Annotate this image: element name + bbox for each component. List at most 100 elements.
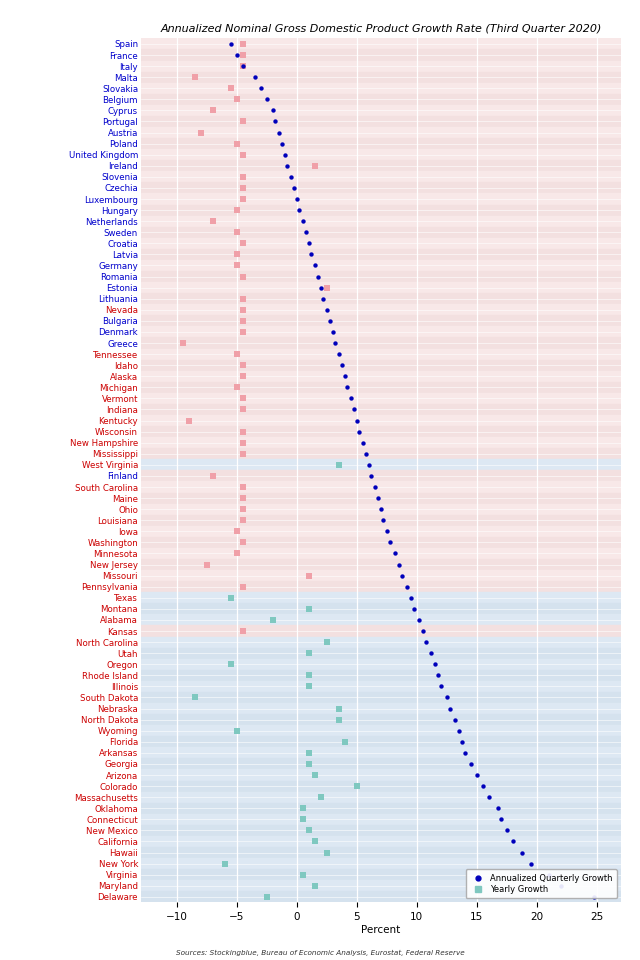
Point <box>589 889 600 904</box>
Point <box>237 324 248 340</box>
Bar <box>141 216 621 227</box>
Point <box>426 645 436 660</box>
Point <box>298 213 308 228</box>
Point <box>330 335 340 350</box>
Point <box>237 369 248 384</box>
Point <box>445 701 456 716</box>
Bar <box>141 504 621 515</box>
Bar <box>141 880 621 891</box>
Point <box>294 203 305 218</box>
Point <box>184 413 194 428</box>
Point <box>232 203 242 218</box>
Point <box>556 878 566 894</box>
Point <box>310 834 320 850</box>
Bar <box>141 825 621 836</box>
Point <box>517 845 527 860</box>
Point <box>232 258 242 274</box>
Point <box>373 491 383 506</box>
Bar <box>141 858 621 869</box>
Bar <box>141 94 621 105</box>
Text: Sources: Stockingblue, Bureau of Economic Analysis, Eurostat, Federal Reserve: Sources: Stockingblue, Bureau of Economi… <box>175 950 465 956</box>
Point <box>237 402 248 418</box>
Point <box>414 612 424 628</box>
Point <box>196 125 206 140</box>
Point <box>508 834 518 850</box>
Bar <box>141 204 621 216</box>
Bar <box>141 659 621 670</box>
Point <box>232 91 242 107</box>
Point <box>237 47 248 62</box>
Point <box>232 723 242 738</box>
Point <box>292 191 302 206</box>
Point <box>220 856 230 872</box>
Bar <box>141 515 621 526</box>
Bar <box>141 138 621 149</box>
Bar <box>141 648 621 659</box>
Point <box>310 878 320 894</box>
Point <box>304 823 314 838</box>
Bar <box>141 603 621 614</box>
Bar <box>141 626 621 636</box>
Bar <box>141 482 621 492</box>
Point <box>466 756 476 772</box>
Bar <box>141 60 621 72</box>
Point <box>268 103 278 118</box>
Bar <box>141 326 621 338</box>
Point <box>358 435 368 450</box>
Point <box>232 523 242 539</box>
Point <box>207 213 218 228</box>
Point <box>304 745 314 760</box>
Point <box>376 501 386 516</box>
Point <box>237 302 248 318</box>
Point <box>333 347 344 362</box>
Bar <box>141 770 621 780</box>
Point <box>189 690 200 706</box>
Bar <box>141 260 621 271</box>
Bar <box>141 803 621 814</box>
Point <box>178 335 188 350</box>
Bar <box>141 282 621 293</box>
Bar <box>141 38 621 50</box>
Point <box>322 845 332 860</box>
Bar <box>141 692 621 703</box>
Point <box>237 623 248 638</box>
Point <box>316 280 326 296</box>
Bar <box>141 681 621 692</box>
Point <box>502 823 512 838</box>
Bar <box>141 50 621 60</box>
Point <box>333 712 344 728</box>
Bar <box>141 293 621 304</box>
Bar <box>141 72 621 83</box>
Point <box>237 513 248 528</box>
Point <box>340 369 350 384</box>
Point <box>256 81 266 96</box>
Point <box>289 180 300 196</box>
Point <box>436 679 446 694</box>
Bar <box>141 360 621 371</box>
Point <box>232 136 242 152</box>
Point <box>318 291 328 306</box>
Bar <box>141 780 621 792</box>
Point <box>226 81 236 96</box>
Bar <box>141 891 621 902</box>
Point <box>237 59 248 74</box>
Bar <box>141 227 621 238</box>
Bar <box>141 725 621 736</box>
Point <box>454 723 464 738</box>
Bar <box>141 393 621 404</box>
Point <box>277 136 287 152</box>
Bar <box>141 814 621 825</box>
Point <box>340 734 350 750</box>
Point <box>402 579 412 594</box>
Bar <box>141 459 621 470</box>
Legend: Annualized Quarterly Growth, Yearly Growth: Annualized Quarterly Growth, Yearly Grow… <box>466 870 616 899</box>
Bar <box>141 315 621 326</box>
Point <box>237 435 248 450</box>
Bar <box>141 149 621 160</box>
Bar <box>141 736 621 747</box>
Point <box>310 767 320 782</box>
Point <box>237 424 248 440</box>
Point <box>202 557 212 572</box>
Point <box>237 180 248 196</box>
Bar <box>141 758 621 770</box>
